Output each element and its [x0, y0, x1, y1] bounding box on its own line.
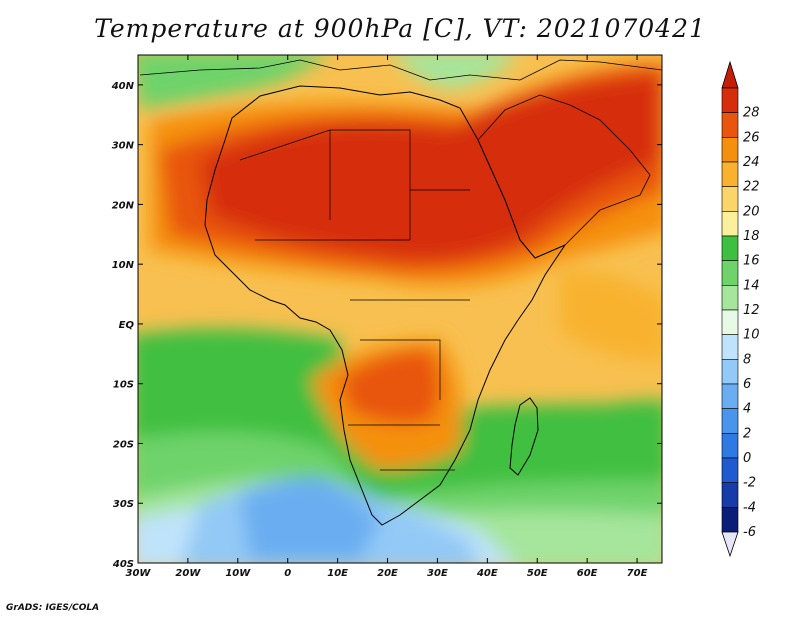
- plot-frame: [137, 54, 663, 564]
- lat-tick-label: 20S: [113, 439, 134, 450]
- colorbar-label: 2: [743, 426, 751, 441]
- colorbar-bottom-arrow: [721, 531, 739, 558]
- temperature-field: [138, 55, 662, 563]
- colorbar-swatch: [721, 235, 739, 261]
- lon-tick-label: 50E: [527, 568, 548, 579]
- chart-title: Temperature at 900hPa [C], VT: 202107042…: [94, 14, 706, 43]
- lon-tick-label: 30E: [427, 568, 448, 579]
- madagascar: [509, 397, 539, 476]
- lat-tick-label: 10S: [113, 380, 134, 391]
- lon-tick-label: 10W: [225, 568, 251, 579]
- colorbar-swatch: [721, 161, 739, 187]
- lat-tick-label: 10N: [112, 260, 135, 271]
- lat-tick-label: EQ: [119, 320, 135, 331]
- colorbar-swatch: [721, 334, 739, 360]
- field-s-26: [340, 350, 440, 424]
- lat-tick-label: 40S: [112, 559, 134, 570]
- lon-tick-label: 20W: [175, 568, 201, 579]
- colorbar-label: 14: [743, 278, 760, 293]
- colorbar-swatch: [721, 87, 739, 113]
- colorbar-label: 6: [743, 377, 751, 392]
- lat-tick-label: 30S: [113, 499, 134, 510]
- field-cool-pocket: [560, 400, 662, 464]
- colorbar-swatch: [721, 408, 739, 434]
- colorbar-label: -4: [743, 500, 756, 515]
- field-north-cool: [138, 55, 325, 110]
- colorbar-label: -6: [743, 525, 756, 540]
- colorbar-swatch: [721, 482, 739, 508]
- colorbar-label: 24: [743, 155, 760, 170]
- map-axes: 30W 20W 10W 0 10E 20E 30E 40E 50E 60E 70E 40N 30N 20N…: [111, 55, 662, 579]
- colorbar-swatch: [721, 507, 739, 533]
- lon-tick-label: 10E: [327, 568, 348, 579]
- lon-tick-label: 70E: [627, 568, 648, 579]
- lon-tick-label: 0: [284, 568, 291, 579]
- colorbar-label: 16: [743, 254, 760, 269]
- colorbar-swatch: [721, 137, 739, 163]
- colorbar-label: 18: [743, 229, 760, 244]
- colorbar-swatch: [721, 186, 739, 212]
- colorbar-swatch: [721, 383, 739, 409]
- lon-tick-label: 40E: [476, 568, 498, 579]
- colorbar-label: 28: [743, 106, 760, 121]
- field-28: [200, 75, 660, 260]
- colorbar-swatch: [721, 285, 739, 311]
- colorbar-label: 12: [743, 303, 760, 318]
- colorbar-swatch: [721, 457, 739, 483]
- field-east-warm: [560, 270, 662, 360]
- colorbar-label: 8: [743, 352, 751, 367]
- colorbar-swatch: [721, 211, 739, 237]
- colorbar-swatch: [721, 359, 739, 385]
- colorbar-label: 0: [743, 451, 751, 466]
- field-north-med: [393, 55, 517, 90]
- colorbar-swatch: [721, 112, 739, 138]
- colorbar-label: 26: [743, 130, 760, 145]
- lon-tick-label: 30W: [126, 568, 152, 579]
- colorbar-top-arrow: [721, 60, 739, 89]
- arabia-outline: [477, 94, 651, 259]
- colorbar-label: 4: [743, 402, 751, 417]
- africa-coastline: [204, 85, 567, 526]
- colorbar-swatch: [721, 433, 739, 459]
- colorbar-label: 22: [743, 180, 760, 195]
- colorbar-swatch: [721, 260, 739, 286]
- europe-coast: [139, 59, 662, 81]
- colorbar-swatch: [721, 309, 739, 335]
- lat-tick-label: 20N: [112, 200, 135, 211]
- colorbar-label: 10: [743, 328, 760, 343]
- field-4: [240, 477, 380, 560]
- lon-tick-label: 60E: [577, 568, 598, 579]
- lon-tick-label: 20E: [377, 568, 398, 579]
- colorbar-label: -2: [743, 476, 756, 491]
- lat-tick-label: 30N: [112, 141, 135, 152]
- country-borders: [239, 129, 470, 471]
- colorbar-label: 20: [743, 204, 760, 219]
- grads-credit: GrADS: IGES/COLA: [6, 603, 100, 613]
- lat-tick-label: 40N: [111, 81, 135, 92]
